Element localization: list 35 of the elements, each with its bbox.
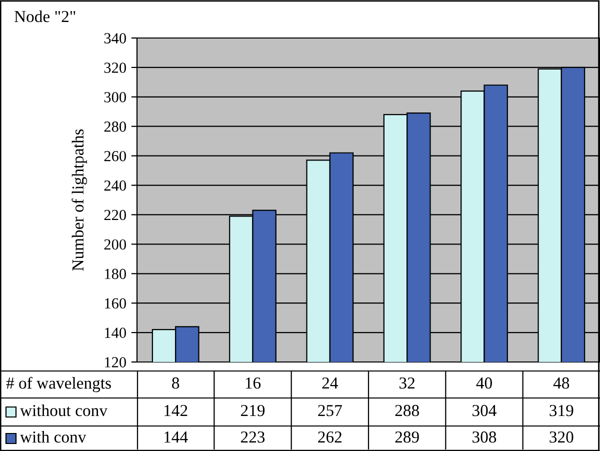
data-label: 262 (318, 431, 342, 443)
data-label: 257 (318, 404, 342, 416)
data-label: 144 (164, 432, 188, 443)
y-tick-label: 180 (105, 268, 126, 280)
x-tick-label: 8 (172, 377, 180, 389)
y-tick-label: 240 (104, 180, 126, 191)
data-label: 288 (395, 404, 419, 416)
x-tick-label: 24 (322, 377, 338, 389)
x-axis-title: # of wavelengts (6, 376, 111, 392)
x-tick-label: 48 (553, 377, 570, 389)
y-tick-label: 200 (104, 239, 126, 250)
legend-label: with conv (20, 430, 86, 443)
x-tick-label: 16 (246, 377, 261, 389)
y-axis-title: Number of lightpaths (72, 129, 87, 271)
data-label: 219 (240, 404, 265, 416)
y-tick-label: 140 (105, 328, 126, 338)
data-label: 308 (472, 431, 496, 443)
chart-title: Node "2" (14, 10, 76, 22)
y-tick-label: 160 (105, 298, 126, 309)
data-label: 304 (472, 404, 496, 416)
y-tick-label: 260 (104, 150, 126, 162)
legend-label: without conv (20, 404, 108, 416)
data-label: 319 (550, 404, 574, 416)
x-tick-label: 40 (476, 377, 492, 389)
y-tick-label: 120 (105, 357, 126, 368)
y-tick-label: 280 (104, 122, 126, 132)
data-label: 142 (164, 404, 188, 416)
data-label: 320 (550, 431, 574, 443)
x-tick-label: 32 (400, 377, 414, 389)
y-tick-label: 300 (104, 92, 126, 102)
y-tick-label: 340 (104, 33, 126, 44)
y-tick-label: 320 (104, 62, 126, 73)
data-label: 289 (395, 431, 419, 443)
y-tick-label: 220 (104, 210, 126, 220)
data-label: 223 (240, 431, 265, 443)
